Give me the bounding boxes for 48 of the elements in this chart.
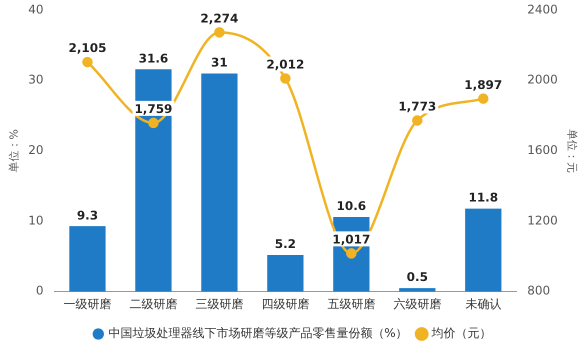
point (478, 93, 489, 104)
y-tick-label: 0 (36, 284, 44, 298)
y-tick-label: 30 (28, 72, 44, 87)
y2-tick-label: 1200 (527, 213, 558, 228)
x-tick-label: 四级研磨 (261, 296, 310, 311)
y2-tick-label: 1600 (527, 143, 558, 158)
data-label: 1,017 (332, 232, 370, 247)
x-tick-label: 五级研磨 (327, 296, 376, 311)
point (412, 115, 423, 126)
data-label: 2,274 (200, 11, 238, 26)
point (346, 248, 357, 259)
data-label: 10.6 (336, 199, 366, 214)
x-tick-label: 未确认 (465, 296, 502, 311)
y-axis-title: 单位：% (7, 129, 20, 173)
y2-tick-label: 2400 (527, 2, 558, 16)
data-label: 1,897 (464, 78, 502, 92)
bar (399, 288, 436, 292)
data-label: 0.5 (406, 270, 428, 284)
y-tick-label: 10 (28, 213, 44, 228)
y-tick-label: 20 (28, 143, 44, 158)
bar (69, 226, 106, 292)
legend-label: 中国垃圾处理器线下市场研磨等级产品零售量份额（%） (108, 326, 408, 340)
legend-label: 均价（元） (430, 326, 492, 340)
point (214, 27, 225, 38)
data-label: 31.6 (138, 51, 168, 66)
y2-axis-title: 单位：元 (566, 128, 579, 173)
data-label: 11.8 (468, 190, 498, 205)
data-label: 2,105 (68, 41, 106, 56)
data-label: 31 (211, 56, 228, 70)
x-tick-label: 六级研磨 (393, 296, 442, 311)
point (82, 56, 93, 68)
x-tick-label: 二级研磨 (129, 296, 178, 311)
bar (465, 208, 502, 292)
data-label: 1,773 (398, 100, 436, 114)
y2-tick-label: 800 (527, 284, 550, 298)
point (148, 118, 159, 128)
bar (201, 74, 238, 292)
data-label: 1,759 (134, 102, 172, 116)
bar (135, 69, 172, 292)
point (280, 73, 291, 84)
x-tick-label: 一级研磨 (63, 296, 112, 311)
x-tick-label: 三级研磨 (195, 296, 244, 311)
y2-tick-label: 2000 (527, 72, 558, 87)
y-tick-label: 40 (28, 2, 44, 16)
data-label: 5.2 (274, 237, 296, 252)
data-label: 9.3 (76, 208, 98, 222)
bar (267, 255, 304, 292)
data-label: 2,012 (266, 58, 304, 72)
